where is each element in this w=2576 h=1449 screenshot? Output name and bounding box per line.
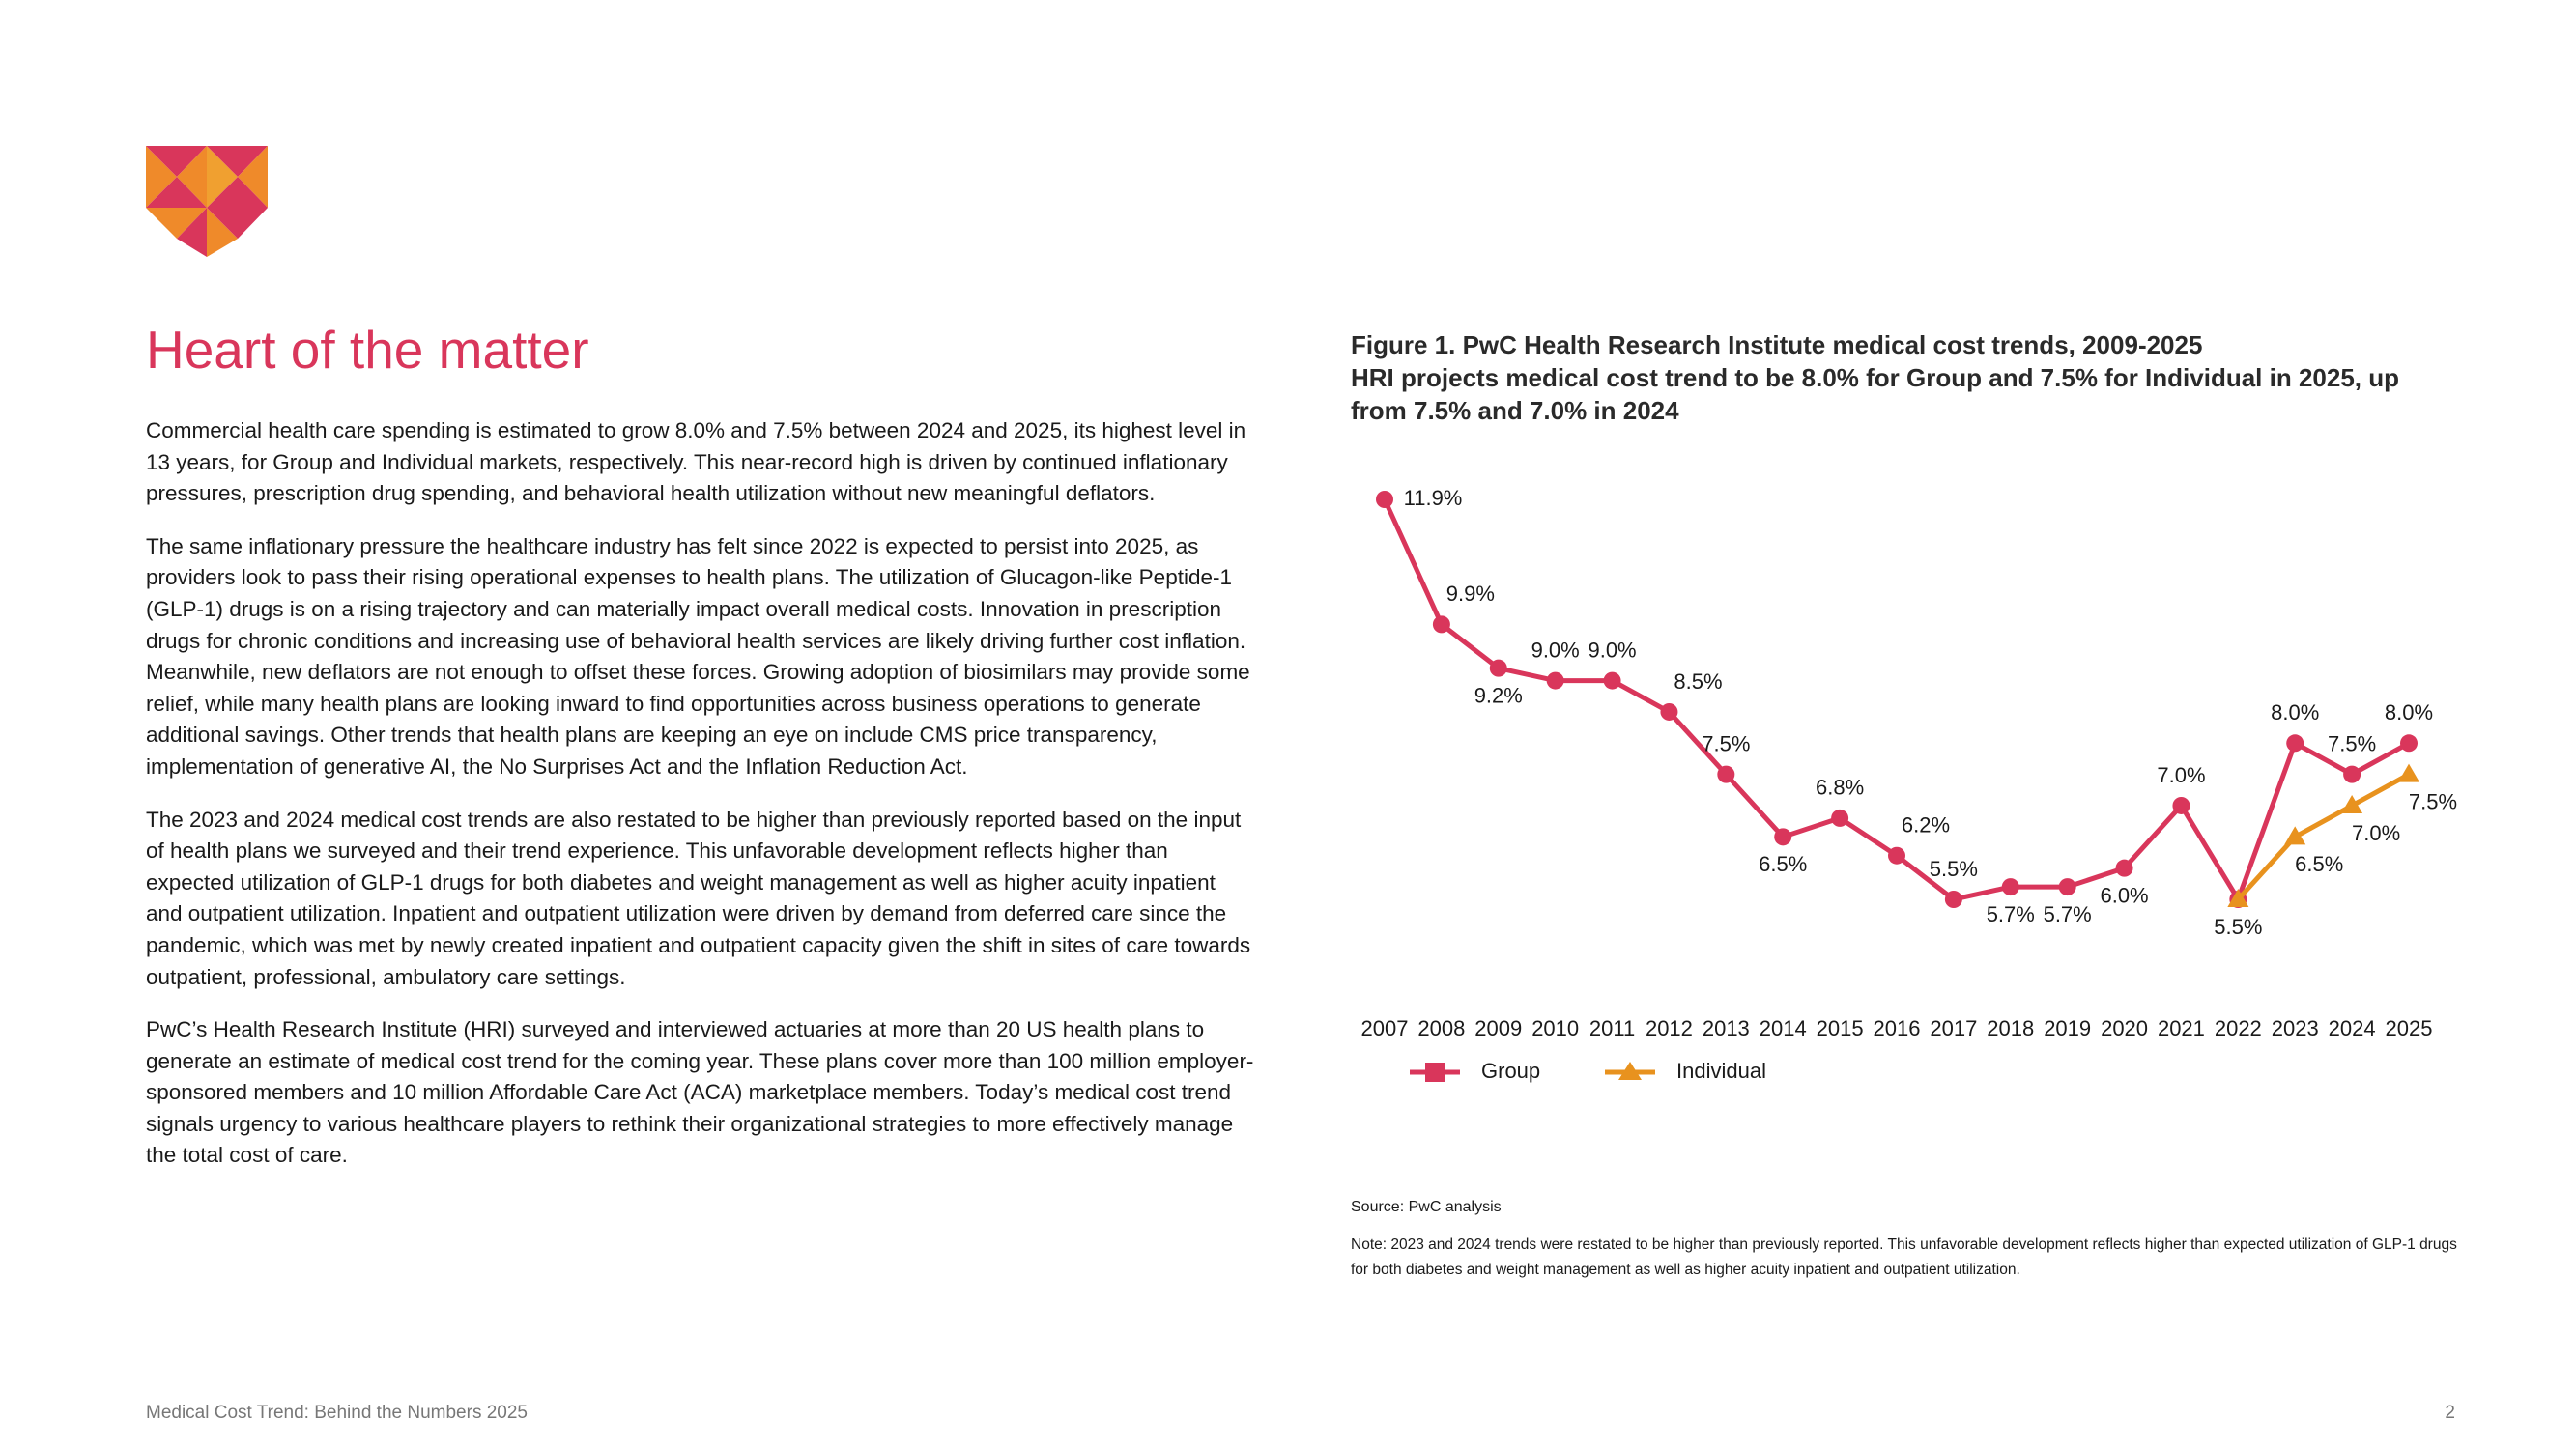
x-tick-label: 2021 (2158, 1016, 2205, 1040)
data-label: 6.5% (2295, 852, 2343, 876)
data-label: 11.9% (1404, 486, 1463, 510)
source: Source: PwC analysis (1351, 1199, 1502, 1215)
footer: Medical Cost Trend: Behind the Numbers 2… (146, 1403, 528, 1423)
point (2286, 734, 2304, 753)
data-label: 7.0% (2352, 821, 2400, 845)
x-tick-label: 2012 (1646, 1016, 1693, 1040)
paragraph: The same inflationary pressure the healt… (146, 533, 1250, 779)
point (1660, 702, 1678, 721)
figure-title: Figure 1. PwC Health Research Institute … (1351, 328, 2443, 427)
x-tick-label: 2023 (2272, 1016, 2319, 1040)
x-tick-label: 2022 (2215, 1016, 2262, 1040)
point (2172, 796, 2190, 814)
x-tick-label: 2009 (1474, 1016, 1522, 1040)
data-label: 9.0% (1588, 638, 1636, 662)
data-label: 6.8% (1816, 776, 1864, 800)
point (1944, 891, 1962, 908)
note: Note: 2023 and 2024 trends were restated… (1351, 1236, 2457, 1278)
point (2343, 765, 2361, 783)
paragraph: The 2023 and 2024 medical cost trends ar… (146, 807, 1251, 989)
legend-label: Individual (1676, 1059, 1766, 1083)
page-number: 2 (2445, 1403, 2455, 1423)
x-tick-label: 2007 (1361, 1016, 1409, 1040)
data-label: 6.2% (1902, 813, 1950, 838)
point (2400, 734, 2418, 753)
legend-label: Group (1481, 1059, 1540, 1083)
x-tick-label: 2025 (2386, 1016, 2433, 1040)
body-text: Commercial health care spending is estim… (146, 415, 1257, 1193)
point (1376, 491, 1393, 508)
data-label: 8.0% (2385, 700, 2433, 724)
point (1489, 659, 1507, 677)
point (2284, 826, 2306, 845)
x-tick-label: 2014 (1760, 1016, 1807, 1040)
x-tick-label: 2019 (2044, 1016, 2091, 1040)
point (2115, 859, 2133, 877)
x-tick-label: 2016 (1874, 1016, 1921, 1040)
series-line (2236, 772, 2411, 901)
data-label: 9.9% (1446, 582, 1495, 606)
x-tick-label: 2020 (2101, 1016, 2148, 1040)
data-label: 8.0% (2271, 700, 2319, 724)
data-label: 5.5% (1930, 857, 1978, 881)
heading: Heart of the matter (146, 320, 589, 380)
data-label: 6.0% (2100, 883, 2148, 907)
data-label: 5.5% (2214, 915, 2262, 939)
data-label: 9.2% (1474, 683, 1523, 707)
x-tick-label: 2013 (1703, 1016, 1750, 1040)
point (1717, 765, 1735, 783)
x-tick-label: 2010 (1531, 1016, 1579, 1040)
data-label: 7.5% (2328, 731, 2376, 755)
x-tick-label: 2018 (1987, 1016, 2034, 1040)
data-label: 6.5% (1759, 852, 1807, 876)
x-tick-label: 2008 (1417, 1016, 1465, 1040)
data-label: 5.7% (1987, 902, 2035, 926)
point (2227, 889, 2249, 907)
point (2001, 878, 2019, 896)
point (2058, 878, 2076, 896)
data-label: 7.5% (2409, 789, 2457, 813)
point (2341, 794, 2363, 813)
paragraph: PwC’s Health Research Institute (HRI) su… (146, 1017, 1254, 1168)
x-tick-label: 2017 (1930, 1016, 1977, 1040)
x-tick-label: 2015 (1817, 1016, 1864, 1040)
point (1546, 671, 1564, 690)
point (1888, 846, 1905, 865)
paragraph: Commercial health care spending is estim… (146, 418, 1246, 506)
data-label: 8.5% (1674, 669, 1722, 694)
data-label: 7.0% (2157, 763, 2205, 787)
point (1774, 828, 1792, 846)
point (1603, 671, 1621, 690)
logo (146, 146, 268, 257)
point (2398, 763, 2419, 782)
chart-subtitle: HRI projects medical cost trend to be 8.… (1351, 363, 2399, 425)
x-tick-label: 2011 (1589, 1016, 1635, 1040)
data-label: 5.7% (2044, 902, 2092, 926)
data-label: 9.0% (1531, 638, 1580, 662)
x-tick-label: 2024 (2329, 1016, 2376, 1040)
series-line (1382, 497, 2411, 902)
chart-title: Figure 1. PwC Health Research Institute … (1351, 330, 2203, 359)
point (1432, 615, 1450, 634)
legend-marker (1425, 1063, 1445, 1082)
data-label: 7.5% (1702, 731, 1750, 755)
point (1831, 809, 1849, 827)
legend-marker (1618, 1062, 1642, 1080)
